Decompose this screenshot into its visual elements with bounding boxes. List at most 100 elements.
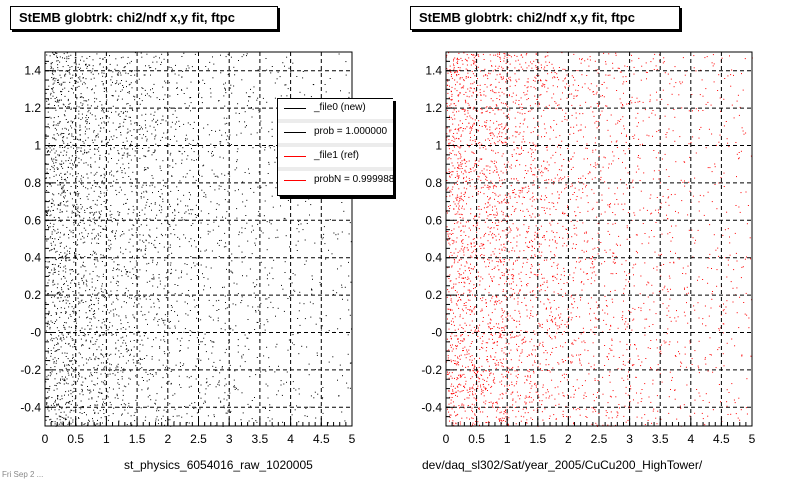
scatter-point bbox=[227, 173, 229, 175]
scatter-point bbox=[57, 124, 59, 126]
scatter-point bbox=[131, 234, 133, 236]
scatter-point bbox=[76, 105, 78, 107]
scatter-point bbox=[245, 215, 247, 216]
scatter-point bbox=[210, 340, 212, 342]
scatter-point bbox=[154, 111, 156, 113]
scatter-point bbox=[118, 214, 120, 216]
scatter-point bbox=[168, 82, 170, 84]
scatter-point bbox=[486, 120, 488, 122]
scatter-point bbox=[60, 134, 62, 136]
scatter-point bbox=[116, 171, 118, 173]
scatter-point bbox=[454, 183, 455, 185]
scatter-point bbox=[449, 414, 451, 416]
scatter-point bbox=[70, 360, 72, 362]
scatter-point bbox=[449, 129, 451, 131]
scatter-point bbox=[84, 256, 86, 258]
scatter-point bbox=[59, 419, 61, 421]
scatter-point bbox=[347, 334, 349, 336]
scatter-point bbox=[465, 171, 467, 173]
scatter-point bbox=[100, 334, 101, 336]
scatter-point bbox=[96, 53, 98, 55]
scatter-point bbox=[471, 365, 473, 366]
scatter-point bbox=[458, 213, 460, 215]
scatter-point bbox=[89, 64, 91, 66]
scatter-point bbox=[329, 219, 331, 221]
scatter-point bbox=[332, 289, 334, 291]
scatter-point bbox=[446, 54, 448, 56]
scatter-point bbox=[458, 176, 460, 178]
scatter-point bbox=[453, 405, 455, 407]
scatter-point bbox=[464, 158, 465, 160]
scatter-point bbox=[186, 273, 188, 275]
scatter-point bbox=[115, 238, 116, 240]
scatter-point bbox=[74, 253, 76, 254]
scatter-point bbox=[498, 202, 500, 204]
scatter-point bbox=[460, 370, 462, 372]
scatter-point bbox=[69, 229, 71, 231]
scatter-point bbox=[139, 239, 141, 241]
scatter-point bbox=[104, 324, 106, 326]
scatter-point bbox=[166, 359, 168, 361]
scatter-point bbox=[252, 92, 254, 94]
scatter-point bbox=[74, 407, 76, 409]
scatter-point bbox=[194, 306, 196, 308]
scatter-point bbox=[475, 420, 477, 422]
scatter-point bbox=[155, 418, 157, 420]
scatter-point bbox=[98, 124, 100, 126]
scatter-point bbox=[472, 391, 473, 393]
scatter-point bbox=[53, 168, 55, 170]
scatter-point bbox=[477, 388, 479, 389]
scatter-point bbox=[67, 98, 69, 100]
scatter-point bbox=[94, 259, 96, 261]
scatter-point bbox=[211, 155, 213, 157]
scatter-point bbox=[175, 163, 177, 165]
scatter-point bbox=[157, 320, 159, 322]
scatter-point bbox=[160, 339, 162, 341]
scatter-point bbox=[223, 286, 225, 288]
scatter-point bbox=[474, 165, 475, 167]
scatter-point bbox=[464, 282, 466, 284]
scatter-point bbox=[60, 292, 62, 294]
scatter-point bbox=[77, 297, 79, 299]
scatter-point bbox=[47, 293, 49, 295]
scatter-point bbox=[469, 289, 470, 291]
scatter-point bbox=[68, 422, 70, 424]
scatter-point bbox=[264, 147, 266, 148]
scatter-point bbox=[53, 53, 55, 55]
scatter-point bbox=[69, 303, 71, 305]
scatter-point bbox=[69, 273, 71, 275]
scatter-point bbox=[72, 236, 74, 238]
scatter-point bbox=[116, 64, 118, 66]
scatter-point bbox=[147, 199, 149, 200]
scatter-point bbox=[471, 403, 473, 405]
scatter-point bbox=[487, 377, 489, 379]
scatter-point bbox=[171, 121, 173, 123]
scatter-point bbox=[119, 125, 121, 127]
scatter-point bbox=[460, 192, 462, 194]
scatter-point bbox=[46, 325, 48, 327]
scatter-point bbox=[131, 109, 133, 111]
scatter-point bbox=[54, 401, 56, 403]
scatter-point bbox=[81, 376, 83, 378]
scatter-point bbox=[453, 262, 455, 264]
scatter-point bbox=[473, 170, 475, 172]
scatter-point bbox=[79, 412, 81, 414]
scatter-point bbox=[151, 175, 153, 177]
scatter-point bbox=[499, 333, 501, 335]
scatter-point bbox=[195, 246, 197, 248]
scatter-point bbox=[233, 282, 235, 284]
scatter-point bbox=[200, 341, 202, 343]
scatter-point bbox=[470, 106, 472, 108]
scatter-point bbox=[503, 259, 505, 260]
scatter-point bbox=[97, 377, 99, 379]
scatter-point bbox=[465, 102, 467, 104]
scatter-point bbox=[242, 275, 243, 277]
scatter-point bbox=[272, 206, 274, 208]
scatter-point bbox=[473, 218, 475, 220]
scatter-point bbox=[118, 350, 120, 352]
scatter-point bbox=[218, 380, 220, 382]
scatter-point bbox=[82, 381, 84, 383]
scatter-point bbox=[144, 296, 146, 298]
scatter-point bbox=[450, 414, 452, 416]
scatter-point bbox=[461, 77, 463, 79]
